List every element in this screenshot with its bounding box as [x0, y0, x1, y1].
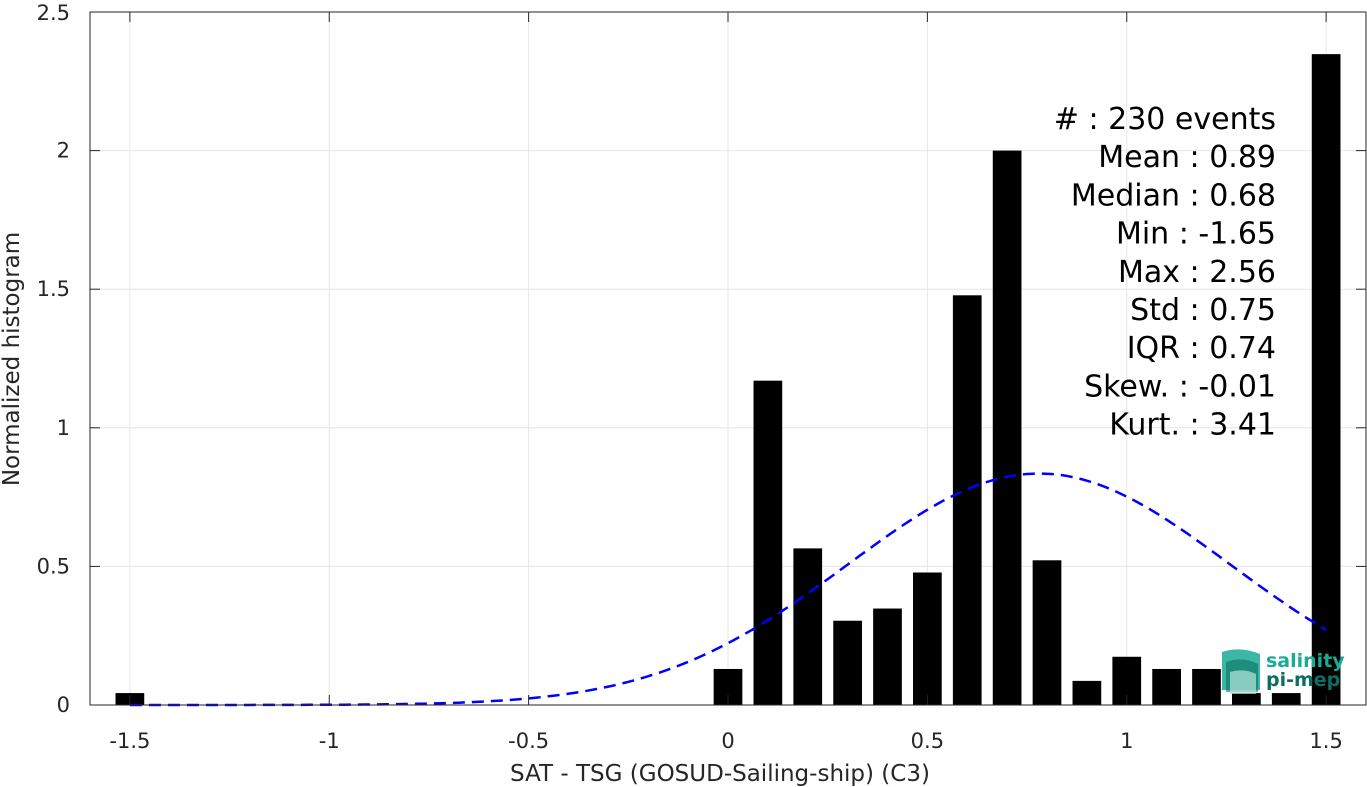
stat-line: Mean : 0.89: [1098, 140, 1276, 175]
histogram-bar: [913, 572, 942, 705]
x-tick-label: 0.5: [911, 729, 944, 753]
salinity-pi-mep-logo: salinity pi-mep: [1222, 649, 1345, 694]
stat-line: Kurt. : 3.41: [1109, 408, 1276, 443]
histogram-bar: [793, 548, 823, 705]
histogram-bar: [1311, 54, 1341, 705]
x-tick-label: -1: [319, 729, 340, 753]
histogram-bar: [833, 620, 862, 705]
stat-line: Max : 2.56: [1118, 255, 1276, 290]
tick-labels: -1.5 -1 -0.5 0 0.5 1 1.5 0 0.5 1 1.5 2 2.5: [37, 1, 1343, 753]
stat-line: Median : 0.68: [1071, 178, 1276, 213]
histogram-bar: [1032, 560, 1062, 705]
y-tick-label: 0: [57, 693, 70, 717]
histogram-bar: [952, 295, 982, 705]
x-tick-label: 0: [721, 729, 734, 753]
histogram-bar: [1072, 680, 1102, 705]
histogram-bar: [1271, 693, 1301, 705]
logo-line2: pi-mep: [1266, 669, 1340, 691]
x-tick-label: 1: [1120, 729, 1133, 753]
histogram-bar: [873, 608, 902, 705]
y-tick-label: 1: [57, 416, 70, 440]
x-axis-label: SAT - TSG (GOSUD-Sailing-ship) (C3): [510, 761, 930, 787]
y-axis-label: Normalized histogram: [0, 232, 25, 486]
logo-line1: salinity: [1266, 650, 1345, 672]
y-tick-label: 0.5: [37, 554, 70, 578]
x-tick-label: 1.5: [1309, 729, 1342, 753]
x-tick-label: -0.5: [508, 729, 549, 753]
histogram-bar: [1152, 668, 1181, 705]
bars: [115, 54, 1341, 706]
histogram-bar: [753, 380, 783, 705]
histogram-bar: [1232, 693, 1261, 705]
x-tick-label: -1.5: [109, 729, 150, 753]
axes-frame: [89, 11, 1367, 706]
stat-line: Min : -1.65: [1116, 217, 1276, 252]
stat-line: # : 230 events: [1054, 102, 1276, 137]
logo-mark-icon: [1222, 649, 1260, 694]
histogram-bar: [992, 150, 1022, 706]
stat-line: Std : 0.75: [1130, 293, 1276, 328]
stat-line: IQR : 0.74: [1127, 331, 1276, 366]
y-tick-label: 2: [57, 139, 70, 163]
y-tick-label: 2.5: [37, 1, 70, 25]
stat-line: Skew. : -0.01: [1084, 369, 1276, 404]
histogram-bar: [1192, 668, 1221, 705]
y-tick-label: 1.5: [37, 277, 70, 301]
